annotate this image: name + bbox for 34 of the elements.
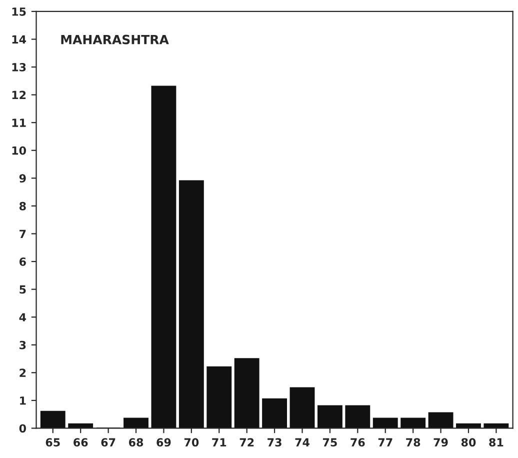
x-tick-label: 76 (350, 438, 365, 447)
x-tick-label: 77 (378, 438, 392, 446)
y-tick-label: 12 (12, 90, 26, 100)
x-tick-label: 81 (489, 438, 504, 447)
y-tick-label: 3 (20, 340, 26, 350)
y-tick-label: 15 (12, 8, 26, 16)
y-tick-label: 10 (12, 146, 26, 155)
x-tick-label: 69 (156, 438, 171, 447)
x-tick-label: 73 (268, 438, 282, 447)
x-tick-label: 79 (434, 438, 448, 447)
x-tick-label: 75 (322, 438, 337, 447)
y-tick-label: 13 (12, 62, 26, 72)
y-tick-label: 5 (20, 285, 26, 294)
text: MAHARASHTRA (61, 34, 169, 44)
y-tick-label: 11 (12, 118, 26, 127)
x-tick-label: 68 (128, 438, 144, 447)
x-tick-label: 66 (74, 438, 88, 447)
x-tick-label: 74 (295, 438, 310, 446)
x-tick-label: 65 (46, 438, 60, 447)
y-tick-label: 7 (20, 230, 26, 238)
y-tick-label: 0 (19, 424, 26, 433)
y-tick-label: 6 (19, 258, 26, 266)
y-tick-label: 2 (20, 368, 26, 377)
y-tick-label: 14 (12, 35, 26, 44)
y-tick-label: 9 (19, 174, 26, 183)
y-tick-label: 8 (19, 202, 26, 210)
y-tick-label: 4 (19, 313, 26, 322)
x-tick-label: 67 (101, 438, 116, 447)
x-tick-label: 71 (212, 438, 226, 446)
x-tick-label: 72 (240, 438, 254, 446)
x-tick-label: 78 (406, 438, 420, 447)
y-tick-label: 1 (20, 396, 26, 405)
x-tick-label: 70 (184, 438, 199, 447)
x-tick-label: 80 (461, 438, 476, 447)
